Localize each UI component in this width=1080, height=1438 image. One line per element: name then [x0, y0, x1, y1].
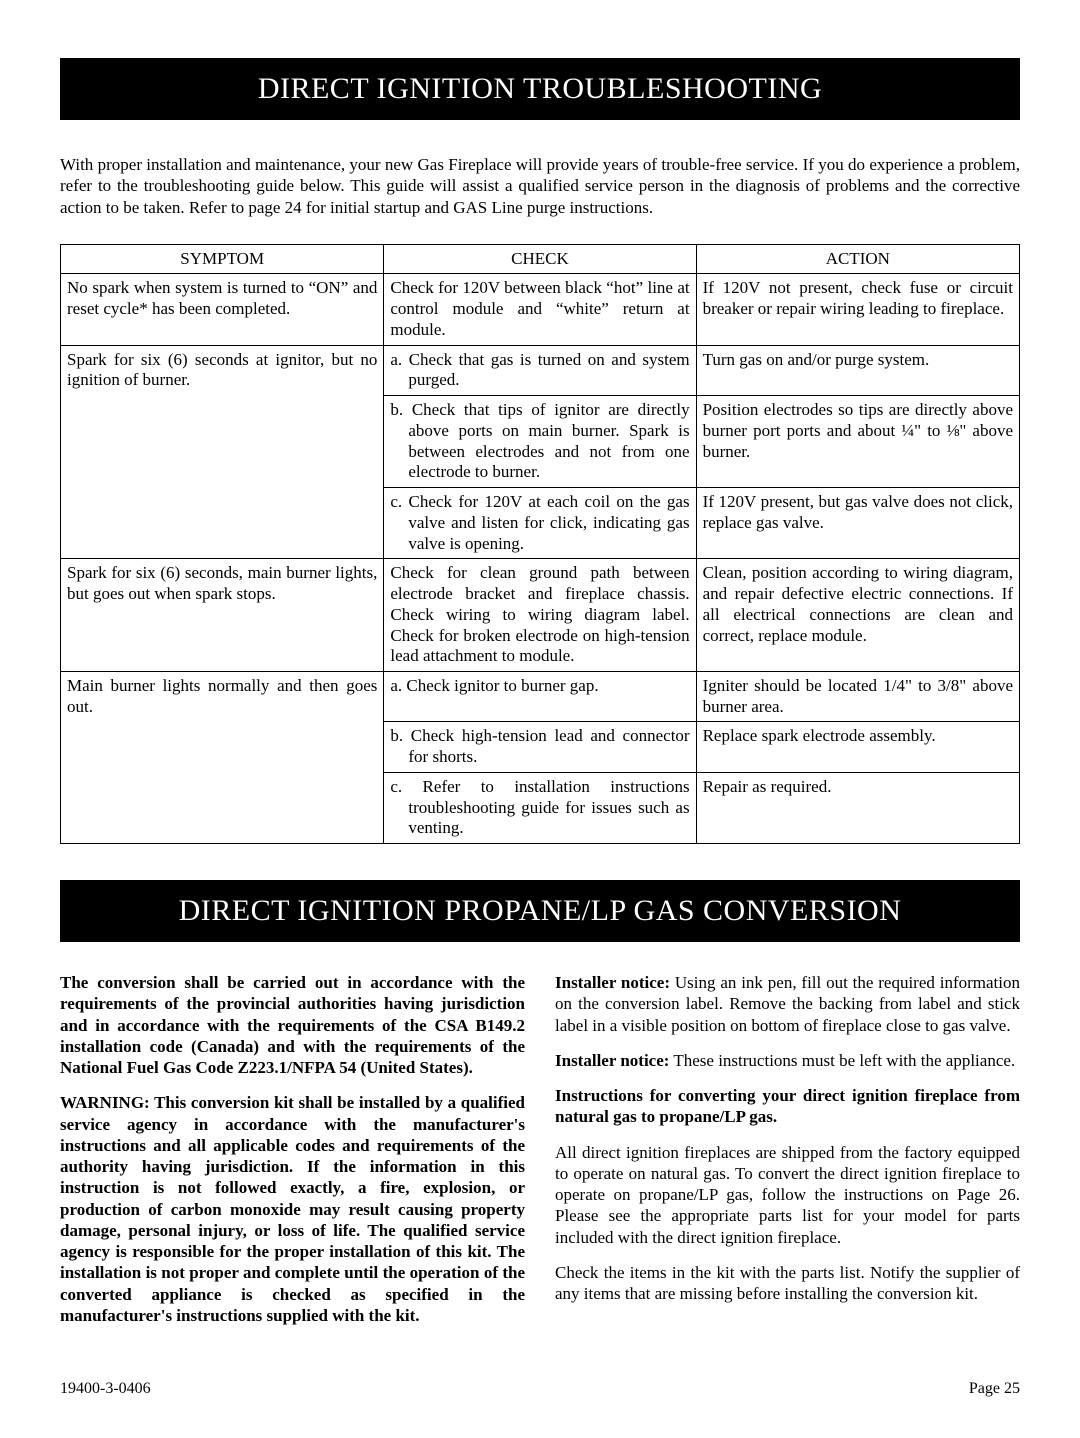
cell-action: Igniter should be located 1/4" to 3/8" a… — [696, 671, 1019, 721]
footer-right: Page 25 — [969, 1380, 1020, 1398]
cell-check: Check for clean ground path between elec… — [384, 559, 696, 672]
cell-check: b. Check high-tension lead and connector… — [384, 722, 696, 772]
footer-left: 19400-3-0406 — [60, 1380, 151, 1398]
cell-action: If 120V not present, check fuse or circu… — [696, 274, 1019, 345]
conversion-p4: All direct ignition fireplaces are shipp… — [555, 1142, 1020, 1248]
table-row: Spark for six (6) seconds, main burner l… — [61, 559, 1020, 672]
table-header-row: SYMPTOM CHECK ACTION — [61, 244, 1020, 274]
installer-notice-2: Installer notice: These instructions mus… — [555, 1050, 1020, 1071]
installer-notice-1: Installer notice: Using an ink pen, fill… — [555, 972, 1020, 1036]
cell-check: c. Check for 120V at each coil on the ga… — [384, 488, 696, 559]
cell-check: a. Check that gas is turned on and syste… — [384, 345, 696, 395]
table-row: No spark when system is turned to “ON” a… — [61, 274, 1020, 345]
cell-symptom: Spark for six (6) seconds at ignitor, bu… — [61, 345, 384, 559]
cell-check: a. Check ignitor to burner gap. — [384, 671, 696, 721]
troubleshooting-table: SYMPTOM CHECK ACTION No spark when syste… — [60, 244, 1020, 844]
right-column: Installer notice: Using an ink pen, fill… — [555, 972, 1020, 1340]
cell-action: If 120V present, but gas valve does not … — [696, 488, 1019, 559]
table-row: Spark for six (6) seconds at ignitor, bu… — [61, 345, 1020, 395]
cell-action: Turn gas on and/or purge system. — [696, 345, 1019, 395]
conversion-p1: The conversion shall be carried out in a… — [60, 972, 525, 1078]
conversion-p5: Check the items in the kit with the part… — [555, 1262, 1020, 1305]
header-symptom: SYMPTOM — [61, 244, 384, 274]
cell-action: Repair as required. — [696, 772, 1019, 843]
two-column-section: The conversion shall be carried out in a… — [60, 972, 1020, 1340]
cell-symptom: No spark when system is turned to “ON” a… — [61, 274, 384, 345]
conversion-instructions-heading: Instructions for converting your direct … — [555, 1085, 1020, 1128]
page: DIRECT IGNITION TROUBLESHOOTING With pro… — [0, 0, 1080, 1438]
left-column: The conversion shall be carried out in a… — [60, 972, 525, 1340]
cell-symptom: Spark for six (6) seconds, main burner l… — [61, 559, 384, 672]
cell-check: b. Check that tips of ignitor are direct… — [384, 396, 696, 488]
header-action: ACTION — [696, 244, 1019, 274]
cell-action: Replace spark electrode assembly. — [696, 722, 1019, 772]
cell-action: Position electrodes so tips are directly… — [696, 396, 1019, 488]
conversion-warning: WARNING: This conversion kit shall be in… — [60, 1092, 525, 1326]
banner-troubleshooting: DIRECT IGNITION TROUBLESHOOTING — [60, 58, 1020, 120]
header-check: CHECK — [384, 244, 696, 274]
page-footer: 19400-3-0406 Page 25 — [60, 1380, 1020, 1398]
cell-check: Check for 120V between black “hot” line … — [384, 274, 696, 345]
cell-action: Clean, position according to wiring diag… — [696, 559, 1019, 672]
cell-symptom: Main burner lights normally and then goe… — [61, 671, 384, 843]
banner-conversion: DIRECT IGNITION PROPANE/LP GAS CONVERSIO… — [60, 880, 1020, 942]
cell-check: c. Refer to installation instructions tr… — [384, 772, 696, 843]
intro-paragraph: With proper installation and maintenance… — [60, 154, 1020, 218]
table-row: Main burner lights normally and then goe… — [61, 671, 1020, 721]
